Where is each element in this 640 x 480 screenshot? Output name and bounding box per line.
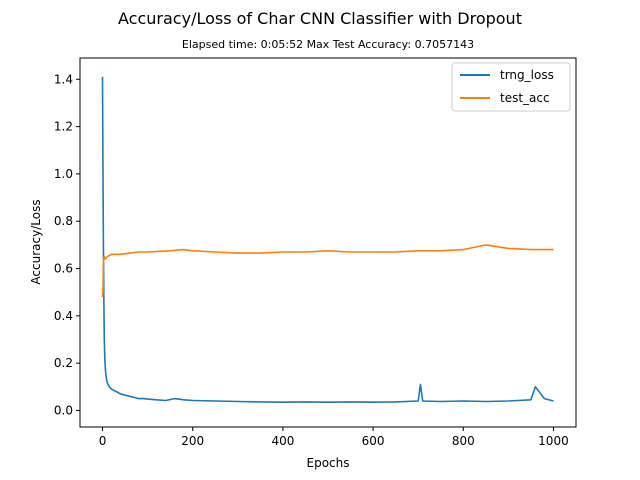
series-layer bbox=[101, 76, 554, 404]
x-tick-label: 1000 bbox=[538, 434, 569, 448]
y-tick-label: 1.0 bbox=[54, 167, 73, 181]
x-tick-label: 800 bbox=[452, 434, 475, 448]
y-tick-label: 0.0 bbox=[54, 403, 73, 417]
y-tick-label: 0.4 bbox=[54, 309, 73, 323]
series-line-trng-loss bbox=[101, 76, 554, 404]
plot-frame bbox=[79, 57, 577, 428]
x-tick-label: 600 bbox=[362, 434, 385, 448]
legend-label-trng-loss: trng_loss bbox=[500, 68, 554, 82]
y-axis: 0.0 0.2 0.4 0.6 0.8 1.0 1.2 1.4 bbox=[54, 72, 80, 417]
x-tick-label: 200 bbox=[181, 434, 204, 448]
y-tick-label: 0.6 bbox=[54, 262, 73, 276]
y-tick-label: 1.2 bbox=[54, 120, 73, 134]
y-tick-label: 1.4 bbox=[54, 72, 73, 86]
y-axis-label: Accuracy/Loss bbox=[29, 199, 43, 284]
series-line-test-acc bbox=[101, 244, 554, 297]
chart-subtitle: Elapsed time: 0:05:52 Max Test Accuracy:… bbox=[182, 38, 474, 51]
legend-label-test-acc: test_acc bbox=[500, 91, 550, 105]
x-axis: 0 200 400 600 800 1000 bbox=[99, 427, 569, 448]
x-axis-label: Epochs bbox=[307, 456, 350, 470]
plot-area bbox=[79, 57, 577, 428]
y-tick-label: 0.2 bbox=[54, 356, 73, 370]
x-tick-label: 400 bbox=[271, 434, 294, 448]
chart-title: Accuracy/Loss of Char CNN Classifier wit… bbox=[118, 9, 522, 28]
x-tick-label: 0 bbox=[99, 434, 107, 448]
y-tick-label: 0.8 bbox=[54, 214, 73, 228]
legend: trng_loss test_acc bbox=[451, 62, 571, 112]
